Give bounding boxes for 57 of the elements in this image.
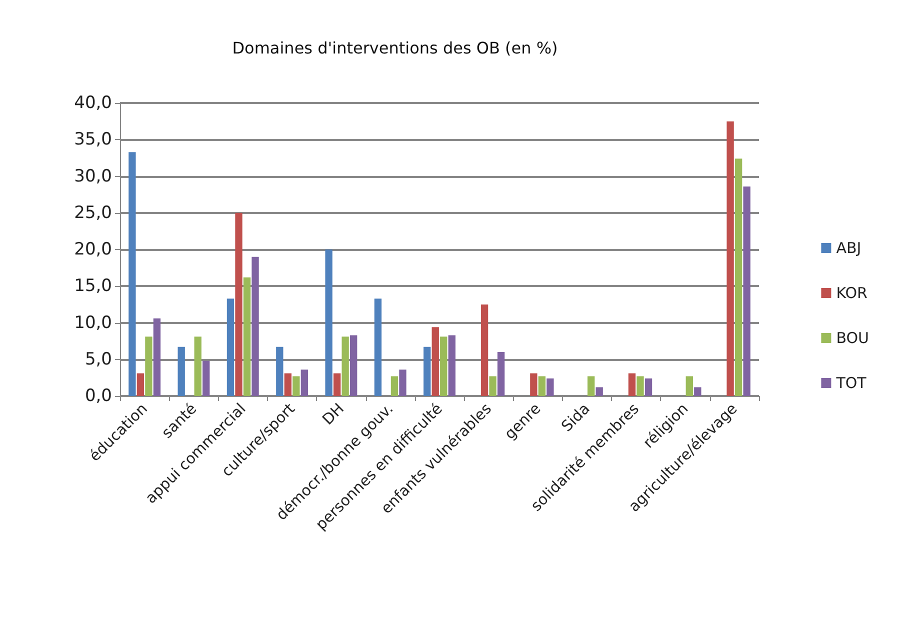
bar: [252, 256, 259, 396]
bar: [153, 318, 161, 396]
bar: [743, 186, 750, 396]
bar: [726, 121, 734, 396]
bar: [136, 373, 144, 396]
y-tick-label: 35,0: [74, 130, 112, 150]
bar: [235, 212, 242, 396]
bar: [342, 336, 349, 396]
bar: [546, 378, 554, 396]
bar: [628, 373, 636, 396]
bar: [636, 376, 644, 396]
bar: [734, 158, 742, 396]
y-tick-label: 40,0: [74, 93, 112, 113]
bar: [128, 152, 136, 396]
x-tick-label: DH: [318, 400, 348, 428]
bar: [448, 335, 456, 396]
legend-label: BOU: [836, 329, 869, 347]
bar: [489, 376, 496, 396]
bar: [588, 376, 595, 396]
bar: [686, 376, 693, 396]
bar: [145, 336, 152, 396]
y-tick-label: 0,0: [84, 386, 112, 406]
bar: [424, 346, 431, 396]
y-tick-label: 20,0: [74, 240, 112, 260]
y-tick-label: 30,0: [74, 166, 112, 186]
bar: [194, 336, 202, 396]
y-tick-label: 25,0: [74, 202, 112, 223]
y-tick-label: 5,0: [84, 349, 112, 370]
bar: [480, 304, 488, 396]
legend-label: ABJ: [836, 239, 862, 257]
bar: [226, 298, 234, 396]
bar: [399, 370, 406, 396]
bar: [390, 376, 398, 396]
bar: [333, 373, 341, 396]
bar: [440, 336, 448, 396]
bar: [300, 370, 308, 396]
bar: [325, 250, 332, 396]
bar: [644, 378, 652, 396]
bar: [432, 327, 439, 396]
bar: [350, 335, 358, 396]
bar: [243, 277, 251, 396]
bar: [276, 346, 284, 396]
bar: [497, 352, 505, 396]
bar: [374, 298, 382, 396]
bar: [538, 376, 546, 396]
bar: [694, 387, 702, 396]
bar: [596, 387, 603, 396]
bar: [202, 360, 210, 396]
y-tick-label: 10,0: [74, 312, 112, 333]
bar: [530, 373, 538, 396]
bar: [178, 346, 185, 396]
legend-label: KOR: [836, 284, 868, 302]
bar: [292, 376, 300, 396]
y-tick-label: 15,0: [74, 276, 112, 296]
chart-title: Domaines d'interventions des OB (en %): [232, 38, 558, 58]
legend-label: TOT: [835, 374, 868, 392]
bar: [284, 373, 292, 396]
